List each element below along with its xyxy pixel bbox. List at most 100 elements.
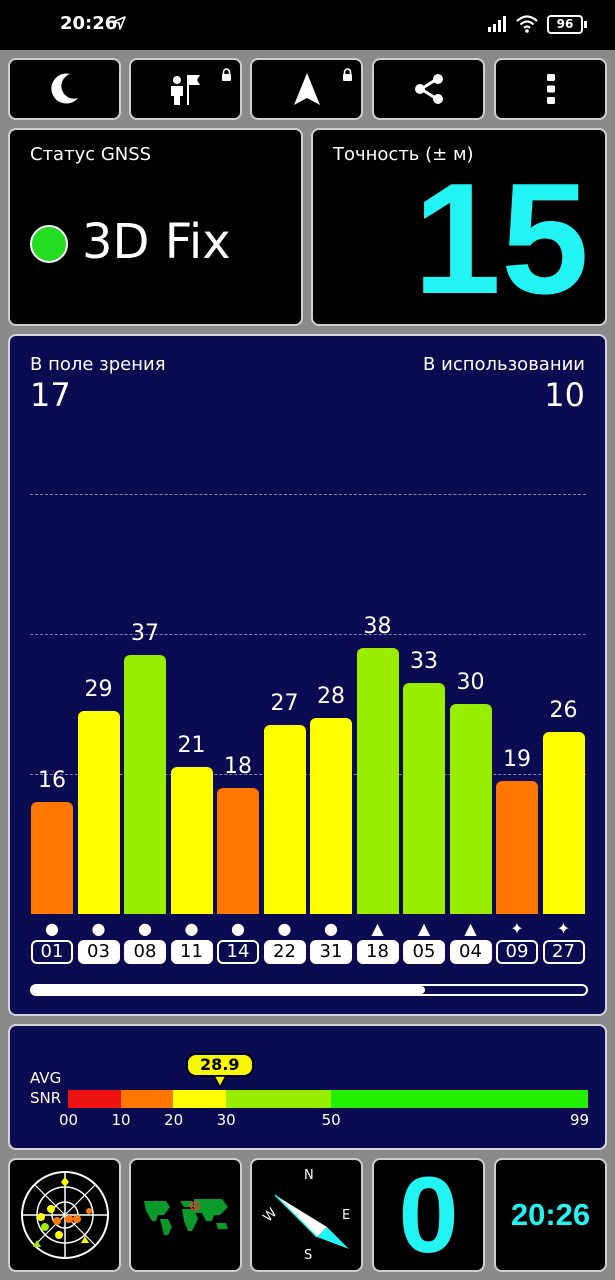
in-view-count: 17 (30, 376, 71, 414)
snr-bar-08[interactable] (124, 655, 166, 914)
satellite-scrollbar[interactable] (30, 984, 588, 996)
fix-indicator-icon (30, 225, 68, 263)
snr-scale-segment (68, 1090, 121, 1108)
satellite-prn-01[interactable]: 01 (31, 940, 73, 964)
snr-value-label: 28 (317, 684, 345, 709)
constellation-symbol: ▲ (371, 919, 384, 938)
constellation-symbol: ✦ (556, 919, 571, 938)
sky-radar-button[interactable] (8, 1158, 121, 1272)
snr-bar-03[interactable] (77, 711, 120, 914)
snr-value-label: 19 (503, 747, 531, 772)
share-icon (414, 74, 443, 104)
constellation-symbol: ● (138, 919, 152, 938)
snr-bar-05[interactable] (403, 683, 445, 914)
satellites-panel[interactable]: В поле зрения 17 В использовании 10 16 ● 0… (8, 334, 607, 1016)
navigation-arrow-icon (293, 73, 320, 105)
snr-value-label: 26 (549, 698, 578, 723)
moon-icon (50, 73, 78, 104)
satellite-prn-08[interactable]: 08 (124, 940, 166, 964)
constellation-symbol: ● (184, 919, 199, 938)
satellite-prn-05[interactable]: 05 (403, 940, 445, 964)
constellation-symbol: ✦ (510, 919, 524, 938)
scrollbar-thumb[interactable] (32, 986, 426, 994)
snr-bar-09[interactable] (496, 781, 538, 914)
in-use-count: 10 (544, 376, 585, 414)
satellite-prn-14[interactable]: 14 (217, 940, 259, 964)
wifi-icon (516, 15, 538, 33)
snr-tick-label: 30 (216, 1111, 236, 1129)
constellation-symbol: ● (91, 919, 106, 938)
person-flag-icon (170, 75, 200, 105)
battery-cap (584, 21, 587, 28)
snr-tick-label: 10 (111, 1111, 131, 1129)
snr-scale-segment (330, 1090, 588, 1108)
speed-tile[interactable]: 0 (372, 1158, 485, 1272)
snr-bar-14[interactable] (217, 788, 259, 914)
lock-icon (222, 68, 231, 81)
clock-value: 20:26 (510, 1197, 591, 1232)
satellite-prn-22[interactable]: 22 (263, 940, 306, 964)
speed-value: 0 (398, 1154, 459, 1275)
snr-bar-22[interactable] (263, 725, 306, 914)
satellite-prn-03[interactable]: 03 (77, 940, 120, 964)
constellation-symbol: ● (231, 919, 245, 938)
share-button[interactable] (372, 58, 485, 120)
avg-snr-label-line2: SNR (30, 1089, 62, 1107)
accuracy-value: 15 (413, 151, 589, 327)
night-mode-button[interactable] (8, 58, 121, 120)
snr-scale-segment (173, 1090, 226, 1108)
gnss-status-panel[interactable]: Статус GNSS 3D Fix (8, 128, 303, 326)
clock-tile[interactable]: 20:26 (494, 1158, 607, 1272)
accuracy-label: Точность (± м) (333, 144, 474, 165)
snr-value-label: 38 (363, 614, 392, 639)
navigation-button[interactable] (250, 58, 363, 120)
tools-button[interactable] (129, 58, 242, 120)
snr-tick-label: 00 (59, 1111, 79, 1129)
snr-value-label: 30 (456, 670, 485, 695)
location-arrow-icon (112, 16, 126, 30)
snr-bar-04[interactable] (449, 704, 492, 914)
in-use-label: В использовании (423, 354, 585, 375)
constellation-symbol: ▲ (464, 919, 477, 938)
compass-button[interactable]: N E S W (250, 1158, 363, 1272)
gridline-60 (30, 494, 586, 495)
snr-value-label: 21 (177, 733, 206, 758)
battery-level: 96 (556, 17, 574, 31)
constellation-symbol: ● (45, 919, 59, 938)
satellite-prn-18[interactable]: 18 (356, 940, 399, 964)
accuracy-panel[interactable]: Точность (± м) 15 (311, 128, 607, 326)
satellite-prn-27[interactable]: 27 (542, 940, 585, 964)
snr-value-label: 16 (38, 768, 66, 793)
snr-scale-segment (120, 1090, 174, 1108)
world-map-button[interactable] (129, 1158, 242, 1272)
snr-tick-label: 99 (570, 1111, 590, 1129)
avg-snr-value: 28.9 (200, 1055, 240, 1074)
status-bar: 20:26 96 (0, 0, 615, 50)
more-button[interactable] (494, 58, 607, 120)
world-map-icon (135, 1193, 236, 1237)
gnss-status-value: 3D Fix (82, 214, 231, 270)
snr-value-label: 18 (224, 754, 252, 779)
satellite-prn-11[interactable]: 11 (170, 940, 213, 964)
snr-bar-31[interactable] (310, 718, 352, 914)
battery-icon: 96 (547, 15, 583, 34)
avg-snr-label-line1: AVG (30, 1069, 62, 1087)
gridline-20 (30, 774, 586, 775)
snr-bar-27[interactable] (542, 732, 585, 914)
satellite-prn-09[interactable]: 09 (496, 940, 538, 964)
snr-value-label: 37 (131, 621, 159, 646)
satellite-prn-31[interactable]: 31 (310, 940, 352, 964)
compass-south: S (304, 1248, 313, 1263)
snr-bar-01[interactable] (31, 802, 73, 914)
snr-color-scale (68, 1090, 588, 1108)
avg-snr-badge: 28.9 (185, 1053, 254, 1077)
snr-bar-11[interactable] (170, 767, 213, 914)
sky-radar-icon (20, 1171, 109, 1259)
compass-north: N (304, 1168, 314, 1183)
avg-snr-pointer-icon (212, 1076, 227, 1088)
satellite-prn-04[interactable]: 04 (449, 940, 492, 964)
constellation-symbol: ● (277, 919, 292, 938)
more-vertical-icon (546, 74, 555, 104)
snr-bar-18[interactable] (356, 648, 399, 914)
snr-value-label: 27 (270, 691, 299, 716)
